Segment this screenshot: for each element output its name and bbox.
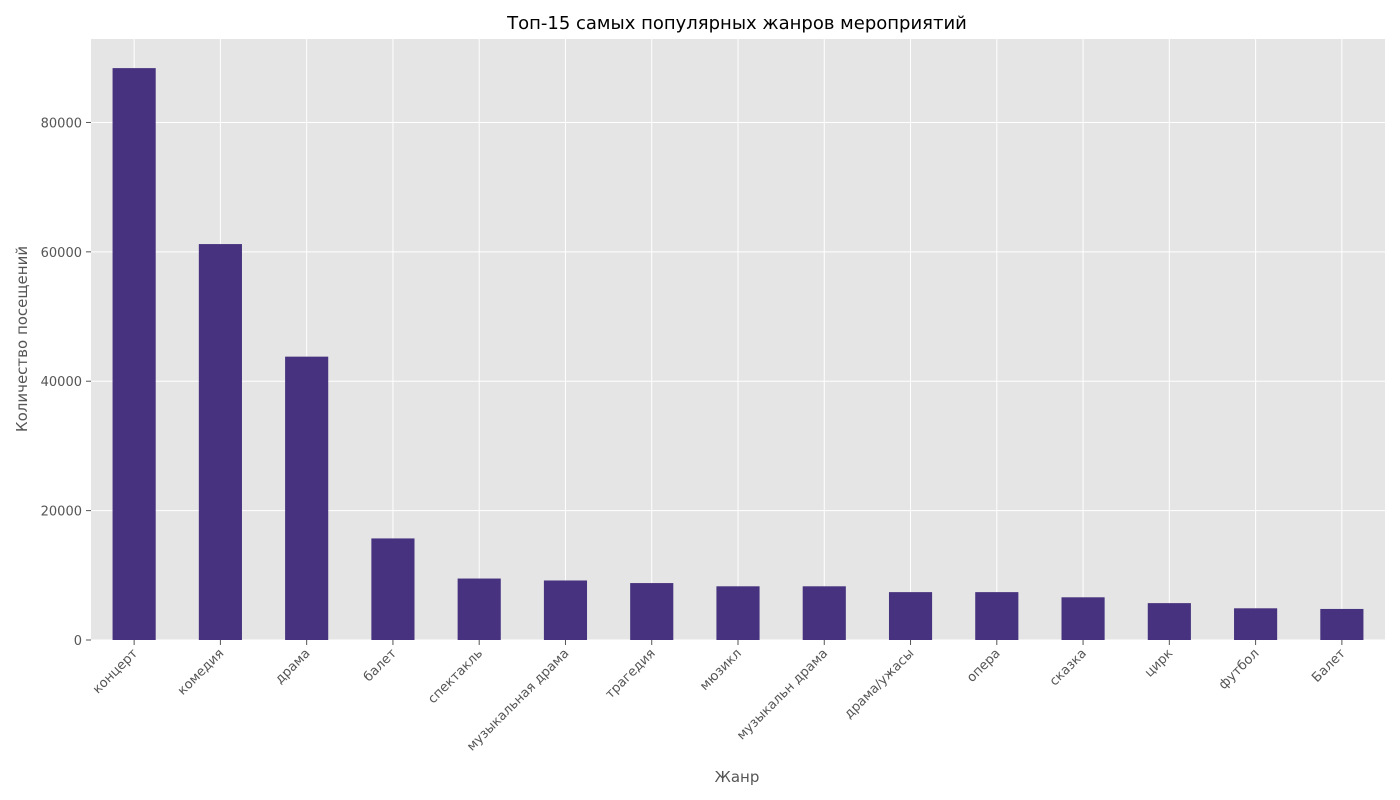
x-tick-label: Балет [1309, 646, 1349, 686]
bar [975, 592, 1019, 640]
x-tick-label: драма [272, 646, 313, 687]
x-axis: концерт комедия драма балет спектакль музыкал… [90, 640, 1349, 754]
bar [285, 356, 329, 640]
y-axis-label: Количество посещений [13, 246, 31, 432]
y-tick-label: 60000 [41, 246, 82, 261]
bar [371, 538, 415, 640]
x-tick-label: драма/ужасы [842, 646, 918, 722]
bar [802, 586, 846, 640]
x-tick-label: опера [964, 646, 1003, 685]
x-axis-label: Жанр [715, 768, 760, 786]
bar [1320, 608, 1364, 640]
x-tick-label: балет [361, 646, 400, 685]
bar [1234, 608, 1278, 640]
y-tick-label: 80000 [41, 116, 82, 131]
bar [543, 580, 588, 640]
x-tick-label: трагедия [603, 646, 659, 702]
y-tick-label: 0 [74, 634, 82, 649]
bar [1061, 597, 1105, 640]
y-tick-label: 20000 [41, 505, 82, 520]
bar [716, 586, 760, 640]
bar [457, 578, 501, 640]
bar [1147, 603, 1191, 640]
bars [112, 68, 1364, 641]
y-axis: 0 20000 40000 60000 80000 [41, 116, 91, 649]
chart-title: Топ-15 самых популярных жанров мероприят… [506, 13, 967, 34]
x-tick-label: спектакль [425, 646, 486, 707]
bar [630, 583, 674, 640]
y-tick-label: 40000 [41, 375, 82, 390]
bar [888, 592, 933, 640]
x-tick-label: музыкальн драма [734, 646, 831, 743]
bar [198, 244, 242, 640]
x-tick-label: концерт [90, 646, 141, 697]
x-tick-label: футбол [1216, 646, 1262, 692]
x-tick-label: мюзикл [697, 646, 745, 694]
x-tick-label: сказка [1047, 646, 1090, 689]
x-tick-label: комедия [175, 646, 227, 698]
x-tick-label: цирк [1142, 646, 1176, 680]
bar [112, 68, 156, 641]
